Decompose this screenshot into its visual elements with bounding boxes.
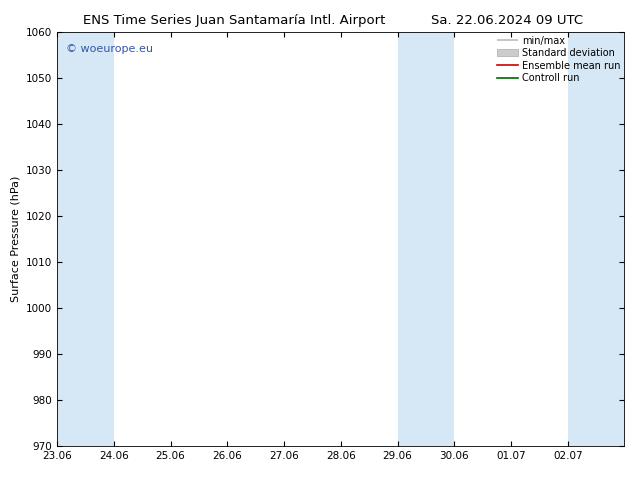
Bar <box>57 32 114 446</box>
Y-axis label: Surface Pressure (hPa): Surface Pressure (hPa) <box>10 176 20 302</box>
Text: © woeurope.eu: © woeurope.eu <box>65 44 153 54</box>
Text: ENS Time Series Juan Santamaría Intl. Airport: ENS Time Series Juan Santamaría Intl. Ai… <box>84 14 385 27</box>
Bar <box>568 32 634 446</box>
Legend: min/max, Standard deviation, Ensemble mean run, Controll run: min/max, Standard deviation, Ensemble me… <box>495 34 623 85</box>
Text: Sa. 22.06.2024 09 UTC: Sa. 22.06.2024 09 UTC <box>431 14 583 27</box>
Bar <box>398 32 455 446</box>
